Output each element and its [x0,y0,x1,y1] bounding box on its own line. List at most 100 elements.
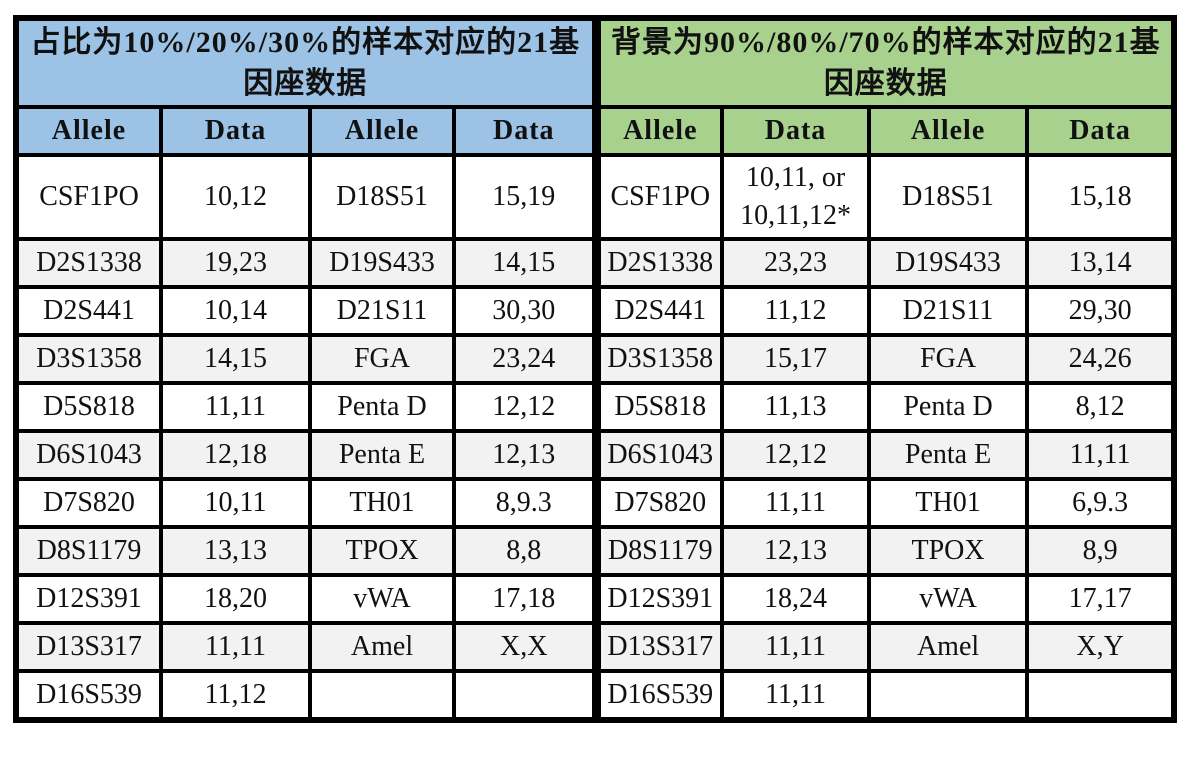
allele-cell: D2S441 [14,285,163,337]
data-cell: 14,15 [451,237,599,289]
left-table-title: 占比为10%/20%/30%的样本对应的21基因座数据 [13,16,599,109]
allele-cell: D8S1179 [591,525,725,577]
data-cell: 23,23 [720,237,872,289]
allele-cell: D5S818 [14,381,163,433]
allele-cell: vWA [308,573,456,625]
left-allele-header-2: Allele [308,105,456,157]
allele-cell: D7S820 [591,477,725,529]
allele-cell: D5S818 [591,381,725,433]
allele-cell: D13S317 [14,621,163,673]
allele-cell: D19S433 [867,237,1030,289]
allele-cell [867,669,1030,722]
left-data-header-1: Data [159,105,312,157]
document-page: 占比为10%/20%/30%的样本对应的21基因座数据 背景为90%/80%/7… [13,15,1178,723]
data-cell: 11,11 [720,477,872,529]
right-table-title: 背景为90%/80%/70%的样本对应的21基因座数据 [591,16,1177,109]
allele-cell: D12S391 [591,573,725,625]
data-cell: 15,17 [720,333,872,385]
data-cell: 14,15 [159,333,312,385]
allele-cell: D13S317 [591,621,725,673]
table-row: D5S818 11,11 Penta D 12,12 D5S818 11,13 Penta … [14,381,1177,433]
data-cell: 23,24 [451,333,599,385]
data-cell: 8,12 [1025,381,1177,433]
data-cell: 10,11 [159,477,312,529]
data-cell: 11,11 [159,381,312,433]
table-row: D2S441 10,14 D21S11 30,30 D2S441 11,12 D21S11 2… [14,285,1177,337]
table-body: CSF1PO 10,12 D18S51 15,19 CSF1PO 10,11, or 10… [14,153,1177,722]
data-cell: 11,13 [720,381,872,433]
data-cell: 11,11 [159,621,312,673]
allele-cell: Penta E [308,429,456,481]
allele-cell: Amel [308,621,456,673]
data-cell: 13,14 [1025,237,1177,289]
data-cell: 17,17 [1025,573,1177,625]
allele-cell: D18S51 [867,153,1030,241]
data-cell: 13,13 [159,525,312,577]
allele-cell: D7S820 [14,477,163,529]
data-cell: 18,20 [159,573,312,625]
left-data-header-2: Data [451,105,599,157]
data-cell: 10,14 [159,285,312,337]
allele-cell: CSF1PO [591,153,725,241]
table-row: D6S1043 12,18 Penta E 12,13 D6S1043 12,12 Pent… [14,429,1177,481]
table-row: D13S317 11,11 Amel X,X D13S317 11,11 Amel X,Y [14,621,1177,673]
allele-cell: D6S1043 [14,429,163,481]
data-cell: 30,30 [451,285,599,337]
table-row: D2S1338 19,23 D19S433 14,15 D2S1338 23,23 D19S… [14,237,1177,289]
allele-cell: D12S391 [14,573,163,625]
allele-cell: D16S539 [591,669,725,722]
table-row: D3S1358 14,15 FGA 23,24 D3S1358 15,17 FGA 24,26 [14,333,1177,385]
table-row: D7S820 10,11 TH01 8,9.3 D7S820 11,11 TH01 6,9.3 [14,477,1177,529]
allele-cell: Penta D [308,381,456,433]
allele-cell: D3S1358 [14,333,163,385]
left-allele-header-1: Allele [14,105,163,157]
allele-cell: D18S51 [308,153,456,241]
allele-cell: D8S1179 [14,525,163,577]
allele-cell: vWA [867,573,1030,625]
right-data-header-2: Data [1025,105,1177,157]
allele-cell: TPOX [867,525,1030,577]
data-cell: 15,18 [1025,153,1177,241]
allele-cell: D2S441 [591,285,725,337]
data-cell: X,Y [1025,621,1177,673]
allele-cell: TH01 [867,477,1030,529]
allele-cell: D2S1338 [591,237,725,289]
allele-cell [308,669,456,722]
data-cell: 10,12 [159,153,312,241]
right-allele-header-1: Allele [591,105,725,157]
allele-cell: TPOX [308,525,456,577]
allele-cell: FGA [308,333,456,385]
table-row: CSF1PO 10,12 D18S51 15,19 CSF1PO 10,11, or 10… [14,153,1177,241]
column-header-row: Allele Data Allele Data Allele Data Alle… [14,105,1177,157]
data-cell: 12,13 [451,429,599,481]
data-cell: 29,30 [1025,285,1177,337]
genotype-table: 占比为10%/20%/30%的样本对应的21基因座数据 背景为90%/80%/7… [13,15,1178,723]
allele-cell: D3S1358 [591,333,725,385]
allele-cell: D2S1338 [14,237,163,289]
allele-cell: FGA [867,333,1030,385]
allele-cell: Penta E [867,429,1030,481]
data-cell: 17,18 [451,573,599,625]
data-cell: 11,12 [159,669,312,722]
data-cell: 11,12 [720,285,872,337]
table-row: D16S539 11,12 D16S539 11,11 [14,669,1177,722]
right-data-header-1: Data [720,105,872,157]
data-cell: 11,11 [1025,429,1177,481]
allele-cell: TH01 [308,477,456,529]
data-cell: 6,9.3 [1025,477,1177,529]
allele-cell: D6S1043 [591,429,725,481]
data-cell [1025,669,1177,722]
title-row: 占比为10%/20%/30%的样本对应的21基因座数据 背景为90%/80%/7… [13,16,1177,109]
data-cell: 15,19 [451,153,599,241]
data-cell: 12,12 [451,381,599,433]
allele-cell: Amel [867,621,1030,673]
right-allele-header-2: Allele [867,105,1030,157]
allele-cell: D16S539 [14,669,163,722]
data-cell: 12,12 [720,429,872,481]
allele-cell: D19S433 [308,237,456,289]
data-cell: 8,8 [451,525,599,577]
allele-cell: Penta D [867,381,1030,433]
allele-cell: CSF1PO [14,153,163,241]
data-cell: 11,11 [720,621,872,673]
data-cell: 18,24 [720,573,872,625]
